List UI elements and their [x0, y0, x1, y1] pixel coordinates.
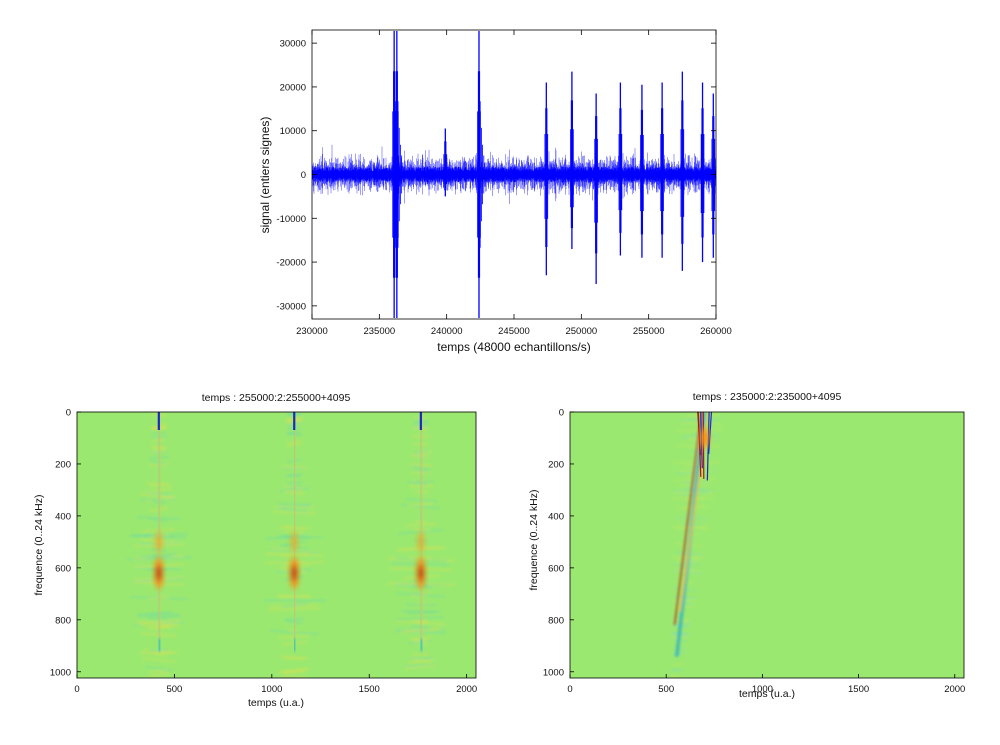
spectrogram-left-x-label: temps (u.a.) [248, 697, 304, 709]
signal-spike [544, 82, 549, 276]
spectrogram-right-x-label: temps (u.a.) [739, 688, 795, 700]
spectrogram-right-background [570, 412, 964, 678]
signal-x-tick-label: 255000 [633, 326, 665, 337]
spectrogram-left-x-tick-label: 500 [166, 684, 182, 695]
signal-x-tick-label: 250000 [565, 326, 597, 337]
signal-y-tick-label: 10000 [280, 126, 306, 137]
spectrogram-right-y-tick-label: 0 [559, 408, 564, 419]
spectrogram-right-y-tick-label: 400 [548, 511, 564, 522]
spectrogram-right: temps : 235000:2:235000+4095 0 500 1000 150… [528, 391, 965, 700]
spectrogram-right-y-tick-label: 600 [548, 563, 564, 574]
spectrogram-left-x-tick-label: 0 [74, 684, 79, 695]
spectrogram-left-plot-area [76, 411, 477, 679]
signal-spike [700, 82, 705, 263]
signal-y-tick-label: 30000 [280, 39, 306, 50]
signal-x-tick-label: 240000 [431, 326, 463, 337]
spectrogram-left-y-ticks: 0 200 400 600 800 1000 [50, 408, 81, 678]
signal-spike [660, 82, 664, 258]
signal-spike [618, 82, 623, 256]
spectrogram-left-ridge [262, 412, 326, 678]
spectrogram-left-heat [77, 412, 476, 678]
spectrogram-right-y-tick-label: 1000 [543, 667, 564, 678]
spectrogram-right-plot-area [569, 411, 965, 679]
spectrogram-right-frame [569, 411, 965, 679]
spectrogram-left-y-tick-label: 0 [66, 408, 71, 419]
spectrogram-left: temps : 255000:2:255000+4095 0 500 1000 150… [33, 392, 477, 709]
spectrogram-right-x-tick-label: 0 [567, 684, 572, 695]
signal-y-tick-label: 20000 [280, 82, 306, 93]
spectrogram-right-x-ticks: 0 500 1000 1500 2000 [567, 674, 965, 695]
signal-spike [711, 93, 716, 258]
spectrogram-left-y-tick-label: 800 [55, 615, 71, 626]
spectrogram-right-x-tick-label: 2000 [944, 684, 965, 695]
spectrogram-left-title: temps : 255000:2:255000+4095 [202, 392, 351, 404]
spectrogram-right-title: temps : 235000:2:235000+4095 [693, 391, 842, 403]
spectrogram-left-x-ticks: 0 500 1000 1500 2000 [74, 674, 477, 695]
spectrogram-left-y-tick-label: 1000 [50, 667, 71, 678]
spectrogram-right-x-tick-label: 500 [658, 684, 674, 695]
spectrogram-left-ridge [125, 412, 192, 678]
spectrogram-right-x-tick-label: 1000 [752, 684, 773, 695]
signal-x-ticks: 230000 235000 240000 245000 250000 255000 2600… [296, 30, 732, 337]
signal-spike [443, 128, 448, 197]
signal-y-ticks: 30000 20000 10000 0 -10000 -20000 -30000 [276, 39, 716, 312]
spectrogram-right-y-tick-label: 200 [548, 459, 564, 470]
signal-y-tick-label: -20000 [276, 258, 306, 269]
signal-spike [594, 93, 598, 284]
signal-plot-area [311, 29, 717, 320]
signal-x-tick-label: 245000 [498, 326, 530, 337]
signal-spike [680, 71, 685, 271]
spectrogram-right-x-tick-label: 1500 [848, 684, 869, 695]
signal-spike [395, 31, 405, 318]
spectrogram-left-ridge [387, 412, 455, 669]
spectrogram-right-y-tick-label: 800 [548, 615, 564, 626]
spectrogram-right-heat [570, 412, 964, 678]
spectrogram-left-background [77, 412, 476, 678]
signal-series [312, 31, 716, 318]
spectrogram-left-x-tick-label: 1000 [261, 684, 282, 695]
spectrogram-right-y-label: frequence (0..24 kHz) [528, 490, 540, 591]
spectrogram-left-y-label: frequence (0..24 kHz) [33, 495, 45, 596]
spectrogram-left-y-tick-label: 200 [55, 459, 71, 470]
signal-spike [570, 71, 574, 249]
spectrogram-left-x-tick-label: 2000 [456, 684, 477, 695]
spectrogram-left-y-tick-label: 600 [55, 563, 71, 574]
spectrogram-right-y-ticks: 0 200 400 600 800 1000 [543, 408, 574, 678]
signal-y-label: signal (entiers signes) [258, 117, 272, 234]
spectrogram-left-frame [76, 411, 477, 679]
signal-x-tick-label: 235000 [363, 326, 395, 337]
signal-spike [640, 84, 644, 258]
signal-y-tick-label: -10000 [276, 214, 306, 225]
signal-chart: 230000 235000 240000 245000 250000 255000 2600… [258, 29, 732, 354]
spectrogram-left-y-tick-label: 400 [55, 511, 71, 522]
spectrogram-left-x-tick-label: 1500 [359, 684, 380, 695]
signal-y-tick-label: 0 [301, 170, 306, 181]
signal-spike [477, 31, 487, 318]
spectrogram-right-ridge [670, 412, 723, 678]
signal-x-tick-label: 260000 [700, 326, 732, 337]
signal-y-tick-label: -30000 [276, 301, 306, 312]
signal-x-tick-label: 230000 [296, 326, 328, 337]
signal-x-label: temps (48000 echantillons/s) [437, 340, 590, 354]
